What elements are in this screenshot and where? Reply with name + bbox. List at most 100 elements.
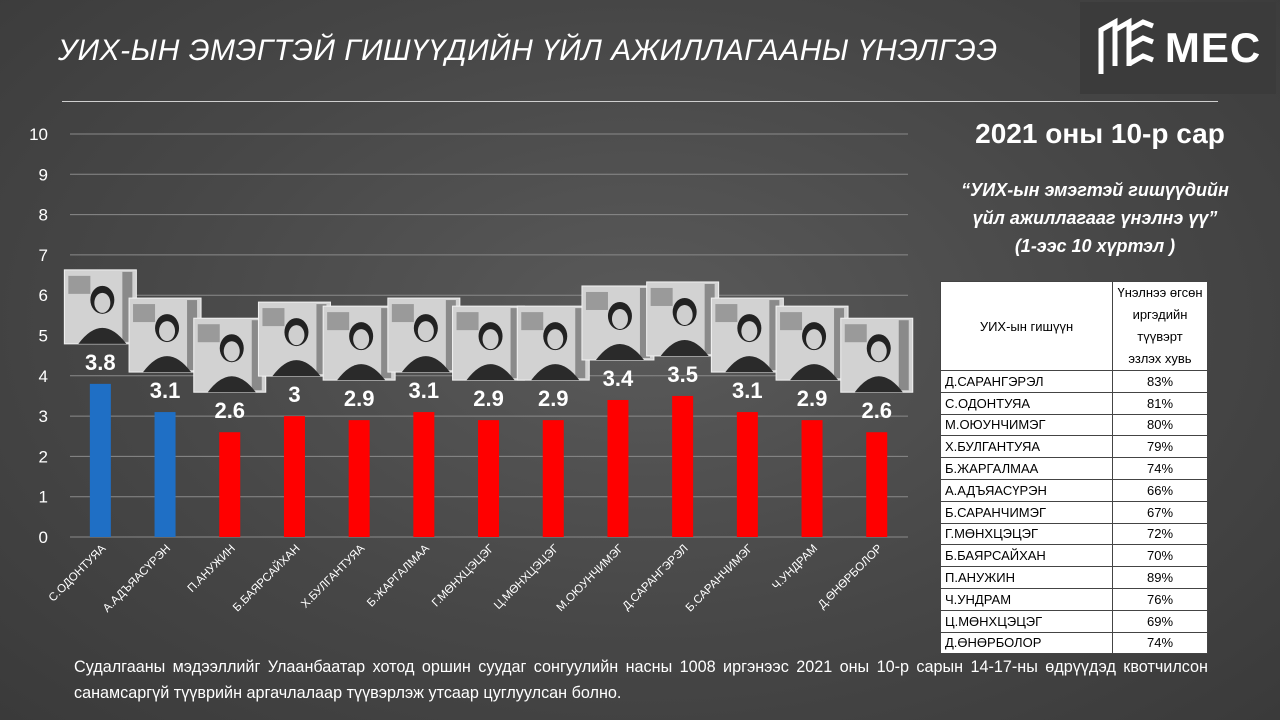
- member-portrait-photo: [128, 297, 202, 373]
- y-tick-label: 10: [29, 125, 48, 144]
- x-tick-label: Г.МӨНХЦЭЦЭГ: [430, 542, 497, 609]
- table-cell-member: Б.САРАНЧИМЭГ: [940, 500, 1113, 524]
- y-tick-label: 5: [39, 327, 48, 346]
- bar: [736, 412, 758, 537]
- table-cell-share: 67%: [1112, 500, 1208, 524]
- x-tick-label: Х.БУЛГАНТУЯА: [299, 542, 367, 610]
- table-row: Б.ЖАРГАЛМАА 74%: [940, 457, 1208, 480]
- member-portrait-photo: [387, 297, 461, 373]
- table-cell-share: 74%: [1112, 457, 1208, 480]
- table-cell-share: 76%: [1112, 587, 1208, 611]
- table-row: Ч.УНДРАМ 76%: [940, 587, 1208, 611]
- bar-data-label: 3.8: [85, 350, 116, 375]
- bar-data-label: 3: [288, 382, 300, 407]
- bar-data-label: 3.1: [732, 378, 763, 403]
- table-cell-member: Д.САРАНГЭРЭЛ: [940, 370, 1113, 393]
- table-cell-share: 72%: [1112, 522, 1208, 546]
- footnote: Судалгааны мэдээллийг Улаанбаатар хотод …: [74, 658, 1208, 702]
- member-portrait-photo: [452, 305, 526, 381]
- table-row: А.АДЪЯАСҮРЭН 66%: [940, 478, 1208, 502]
- survey-question: “УИХ-ын эмэгтэй гишүүдийн үйл ажиллагааг…: [920, 176, 1270, 260]
- question-line-2: үйл ажиллагааг үнэлнэ үү”: [972, 208, 1218, 228]
- bar: [154, 412, 176, 537]
- y-tick-label: 3: [39, 407, 48, 426]
- x-tick-label: Д.ӨНӨРБОЛОР: [816, 542, 885, 611]
- table-cell-share: 81%: [1112, 391, 1208, 415]
- bar-data-label: 2.6: [214, 398, 245, 423]
- bar-data-label: 3.4: [603, 366, 634, 391]
- bar: [283, 416, 305, 537]
- table-cell-member: Б.ЖАРГАЛМАА: [940, 457, 1113, 480]
- chart-subtitle: 2021 оны 10-р сар: [975, 118, 1225, 149]
- table-cell-share: 70%: [1112, 544, 1208, 568]
- x-tick-label: М.ОЮУНЧИМЭГ: [555, 542, 627, 614]
- table-cell-member: А.АДЪЯАСҮРЭН: [940, 478, 1113, 502]
- table-header-share-line-3: эзлэх хувь: [1128, 351, 1192, 366]
- bar: [89, 383, 111, 537]
- table-cell-member: Б.БАЯРСАЙХАН: [940, 544, 1113, 568]
- y-tick-label: 4: [39, 367, 48, 386]
- bar-data-label: 3.1: [409, 378, 440, 403]
- member-portrait-photo: [63, 269, 137, 345]
- member-portrait-photo: [710, 297, 784, 373]
- table-row: Ц.МӨНХЦЭЦЭГ 69%: [940, 609, 1208, 633]
- member-portrait-photo: [193, 317, 267, 393]
- bar-data-label: 2.6: [861, 398, 892, 423]
- x-tick-label: Ч.УНДРАМ: [770, 543, 820, 593]
- table-cell-share: 79%: [1112, 435, 1208, 459]
- table-cell-member: П.АНУЖИН: [940, 566, 1113, 589]
- member-portrait-photo: [840, 317, 914, 393]
- table-cell-member: С.ОДОНТУЯА: [940, 391, 1113, 415]
- member-portrait-photo: [775, 305, 849, 381]
- table-row: П.АНУЖИН 89%: [940, 566, 1208, 589]
- member-portrait-photo: [257, 301, 331, 377]
- member-portrait-photo: [516, 305, 590, 381]
- table-header-share: Үнэлнээ өгсөн иргэдийн түүвэрт эзлэх хув…: [1112, 281, 1208, 371]
- bar-data-label: 3.5: [667, 362, 698, 387]
- table-cell-member: Д.ӨНӨРБОЛОР: [940, 631, 1113, 655]
- mec-logo-icon: [1098, 17, 1154, 74]
- table-cell-share: 89%: [1112, 566, 1208, 589]
- table-cell-member: Ц.МӨНХЦЭЦЭГ: [940, 609, 1113, 633]
- table-cell-share: 74%: [1112, 631, 1208, 655]
- title-divider: [62, 101, 1218, 102]
- y-tick-label: 1: [39, 488, 48, 507]
- table-row: М.ОЮУНЧИМЭГ 80%: [940, 413, 1208, 437]
- x-tick-label: Б.САРАНЧИМЭГ: [684, 542, 756, 614]
- y-tick-label: 7: [39, 246, 48, 265]
- table-header-share-line-2: иргэдийн түүвэрт: [1132, 307, 1188, 344]
- x-tick-label: П.АНУЖИН: [186, 543, 238, 595]
- table-row: Г.МӨНХЦЭЦЭГ 72%: [940, 522, 1208, 546]
- bar: [607, 399, 629, 537]
- member-portrait-photo: [322, 305, 396, 381]
- x-tick-label: Ц.МӨНХЦЭЦЭГ: [492, 542, 562, 612]
- x-tick-label: А.АДЪЯАСҮРЭН: [101, 543, 173, 615]
- logo-text: MEC: [1164, 24, 1262, 71]
- table-row: Б.БАЯРСАЙХАН 70%: [940, 544, 1208, 568]
- bar: [219, 432, 241, 537]
- bar-data-label: 2.9: [344, 386, 375, 411]
- question-line-3: (1-ээс 10 хүртэл ): [1014, 236, 1176, 256]
- bar: [801, 420, 823, 537]
- table-cell-member: Х.БУЛГАНТУЯА: [940, 435, 1113, 459]
- table-cell-member: Г.МӨНХЦЭЦЭГ: [940, 522, 1113, 546]
- sample-share-table: УИХ-ын гишүүн Үнэлнээ өгсөн иргэдийн түү…: [940, 281, 1208, 655]
- x-tick-label: Б.ЖАРГАЛМАА: [365, 542, 432, 609]
- x-tick-label: Д.САРАНГЭРЭЛ: [621, 543, 691, 613]
- member-portrait-photo: [646, 281, 720, 357]
- member-portrait-photo: [581, 285, 655, 361]
- table-row: С.ОДОНТУЯА 81%: [940, 391, 1208, 415]
- x-tick-label: Б.БАЯРСАЙХАН: [230, 542, 302, 614]
- bar-data-label: 2.9: [538, 386, 569, 411]
- mec-logo: MEC: [1080, 2, 1276, 94]
- bar: [542, 420, 564, 537]
- question-line-1: “УИХ-ын эмэгтэй гишүүдийн: [961, 180, 1229, 200]
- bar-data-label: 2.9: [797, 386, 828, 411]
- page-title: УИХ-ЫН ЭМЭГТЭЙ ГИШҮҮДИЙН ҮЙЛ АЖИЛЛАГААНЫ…: [58, 34, 998, 67]
- bar: [866, 432, 888, 537]
- bar: [478, 420, 500, 537]
- table-row: Д.САРАНГЭРЭЛ 83%: [940, 370, 1208, 393]
- y-tick-label: 8: [39, 206, 48, 225]
- table-cell-share: 66%: [1112, 478, 1208, 502]
